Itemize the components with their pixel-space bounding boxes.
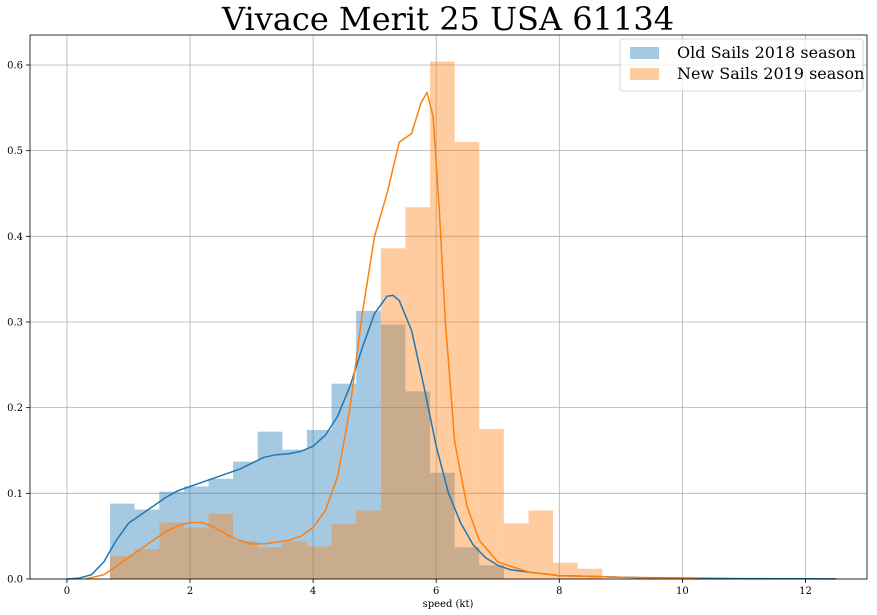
legend-swatch xyxy=(630,47,659,59)
histogram-bar xyxy=(134,549,160,579)
histogram-bar xyxy=(208,513,234,579)
y-tick-label: 0.4 xyxy=(7,232,23,243)
histogram-bar xyxy=(183,486,209,579)
histogram-bars xyxy=(110,61,603,579)
histogram-bar xyxy=(331,524,357,579)
axis-ticks: 0 2 4 6 8 10 12 0.0 0.1 0.2 0.3 0.4 0.5 0.6 xyxy=(7,60,812,597)
histogram-bar xyxy=(405,207,431,579)
x-tick-label: 6 xyxy=(433,586,439,597)
histogram-bar xyxy=(380,248,406,579)
histogram-bar xyxy=(282,541,307,579)
y-tick-label: 0.3 xyxy=(7,317,23,328)
histogram-bar xyxy=(479,565,504,579)
histogram-bar xyxy=(233,461,258,579)
y-tick-label: 0.1 xyxy=(7,489,23,500)
legend: Old Sails 2018 season New Sails 2019 seas… xyxy=(619,38,864,92)
kde-line xyxy=(85,91,701,580)
x-axis-label: speed (kt) xyxy=(423,599,474,610)
histogram-bar xyxy=(159,522,184,579)
x-tick-label: 10 xyxy=(676,586,689,597)
histogram-bar xyxy=(454,547,480,579)
histogram-bar xyxy=(183,527,209,579)
histogram-bar xyxy=(233,541,258,579)
kde-lines xyxy=(66,91,837,580)
plot-frame xyxy=(29,34,868,580)
histogram-bar xyxy=(430,472,455,579)
legend-box xyxy=(619,38,864,92)
histogram-bar xyxy=(479,429,504,579)
histogram-bar xyxy=(110,503,135,579)
x-tick-label: 8 xyxy=(556,586,562,597)
histogram-bar xyxy=(380,324,406,579)
legend-label: New Sails 2019 season xyxy=(677,64,864,83)
kde-line xyxy=(66,294,837,580)
y-tick-label: 0.0 xyxy=(7,575,23,586)
y-tick-label: 0.5 xyxy=(7,146,23,157)
legend-swatch xyxy=(630,68,659,80)
legend-label: Old Sails 2018 season xyxy=(677,43,856,62)
histogram-bar xyxy=(454,142,480,579)
x-tick-label: 4 xyxy=(310,586,316,597)
histogram-bar xyxy=(208,478,234,579)
x-tick-label: 2 xyxy=(187,586,193,597)
histogram-bar xyxy=(405,391,431,579)
y-tick-label: 0.2 xyxy=(7,403,23,414)
histogram-bar xyxy=(257,547,283,579)
chart-title: Vivace Merit 25 USA 61134 xyxy=(221,0,674,38)
x-tick-label: 12 xyxy=(799,586,812,597)
histogram-bar xyxy=(528,510,554,579)
x-tick-label: 0 xyxy=(64,586,70,597)
histogram-bar xyxy=(430,61,455,579)
histogram-bar xyxy=(282,449,307,579)
histogram-bar xyxy=(110,555,135,579)
histogram-bar xyxy=(577,568,603,579)
histogram-bar xyxy=(356,510,381,579)
y-tick-label: 0.6 xyxy=(7,60,23,71)
histogram-bar xyxy=(306,546,332,579)
histogram-bar xyxy=(159,491,184,579)
